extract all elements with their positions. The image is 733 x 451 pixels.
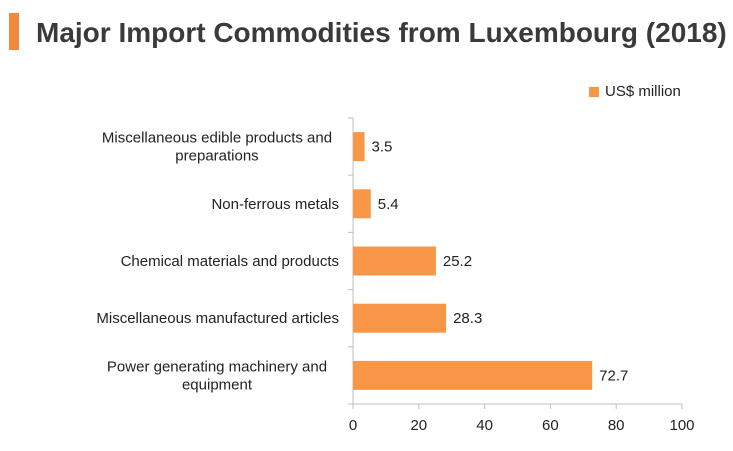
data-label: 72.7: [599, 367, 628, 384]
category-label: equipment: [182, 376, 253, 393]
x-tick-label: 80: [608, 417, 625, 434]
data-label: 25.2: [443, 253, 472, 270]
bar: [353, 132, 365, 162]
chart-title: Major Import Commodities from Luxembourg…: [36, 17, 727, 48]
bar: [353, 246, 436, 276]
data-label: 3.5: [372, 139, 393, 156]
x-tick-label: 0: [349, 417, 357, 434]
legend-swatch: [589, 86, 599, 97]
data-label: 5.4: [378, 196, 399, 213]
category-label: preparations: [175, 148, 258, 165]
legend: US$ million: [589, 83, 681, 100]
category-label: Non-ferrous metals: [211, 196, 339, 213]
bar: [353, 303, 447, 333]
x-tick-label: 20: [410, 417, 427, 434]
legend-label: US$ million: [605, 83, 681, 100]
category-label: Chemical materials and products: [121, 253, 339, 270]
bar: [353, 189, 371, 219]
x-tick-label: 60: [542, 417, 559, 434]
category-label: Miscellaneous manufactured articles: [96, 310, 339, 327]
title-accent-bar: [9, 13, 19, 50]
bar: [353, 360, 593, 390]
x-tick-label: 100: [669, 417, 694, 434]
category-label: Miscellaneous edible products and: [102, 130, 332, 147]
data-label: 28.3: [453, 310, 482, 327]
category-label: Power generating machinery and: [107, 358, 327, 375]
x-tick-label: 40: [476, 417, 493, 434]
